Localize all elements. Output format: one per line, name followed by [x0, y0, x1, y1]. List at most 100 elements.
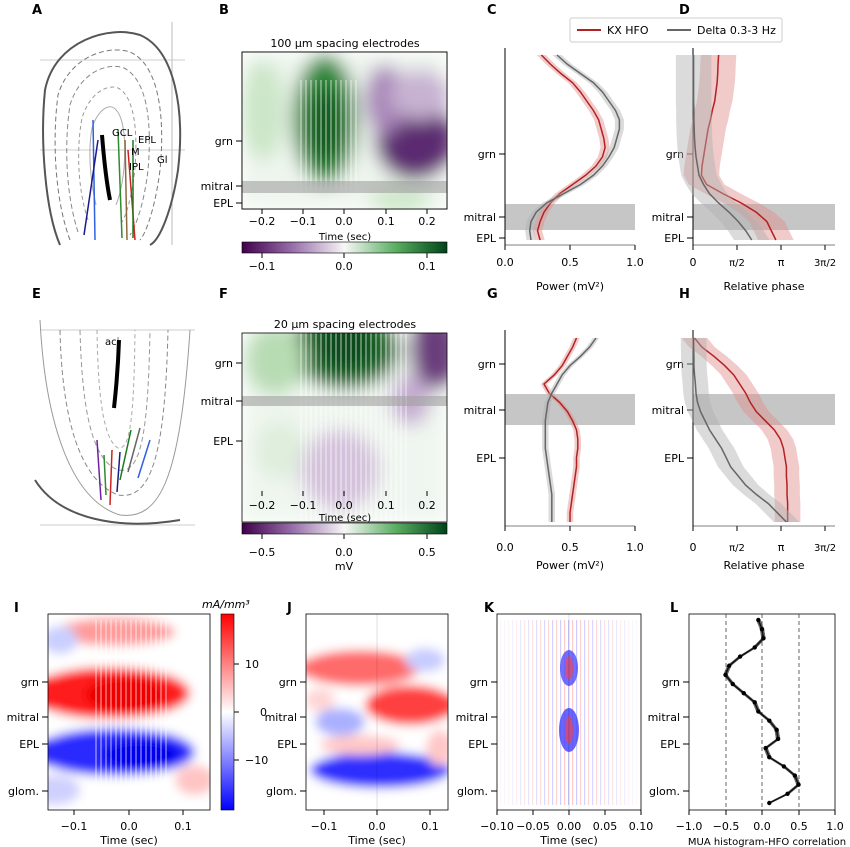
panel-g-layer-mitral: mitral	[464, 404, 496, 417]
panel-d-layer-mitral: mitral	[652, 211, 684, 224]
panel-g-layer-epl: EPL	[476, 452, 497, 465]
panel-i-colorbar	[220, 613, 235, 811]
panel-l-point	[730, 681, 735, 687]
panel-k-layer-mitral: mitral	[456, 711, 488, 724]
panel-k-stripe	[500, 620, 502, 805]
panel-g-xtick: 0.5	[561, 541, 579, 554]
panel-letter-g: G	[487, 287, 498, 302]
panel-letter-h: H	[679, 287, 690, 302]
panel-g-plot: grn mitral EPL 0.0 0.5 1.0 Power (mV²)	[464, 330, 644, 572]
panel-h-xlabel: Relative phase	[723, 559, 804, 572]
panel-f-title: 20 μm spacing electrodes	[274, 318, 416, 331]
panel-i-cbar-tick: 0	[260, 706, 267, 719]
panel-d-band-0	[683, 55, 794, 240]
panel-b-xtick: 0.1	[377, 215, 395, 228]
panel-b-xtick: −0.1	[290, 215, 317, 228]
histo-label-gl: Gl	[157, 155, 168, 166]
panel-l-layer-glom: glom.	[649, 785, 680, 798]
panel-f-xticks: −0.2 −0.1 0.0 0.1 0.2	[249, 491, 436, 512]
heatmap-i: grn mitral EPL glom. −0.1 0.0 0.1 Time (…	[7, 598, 269, 847]
panel-l-point	[767, 718, 772, 723]
panel-j-layer-grn: grn	[279, 676, 297, 689]
panel-k-stripe	[532, 620, 534, 805]
panel-f-xtick: 0.0	[335, 499, 353, 512]
panel-f-xlabel: Time (sec)	[318, 513, 371, 524]
panel-d-xtick: π/2	[729, 258, 745, 269]
panel-f-layer-mitral: mitral	[201, 395, 233, 408]
panel-b-xtick: 0.0	[335, 215, 353, 228]
panel-d-series-line-1	[692, 55, 753, 241]
panel-f-cbar-tick: 0.5	[418, 546, 436, 559]
panel-i-xtick: −0.1	[61, 820, 88, 833]
panel-letter-e: E	[32, 287, 41, 302]
heatmap-j: grn mitral EPL glom. −0.1 0.0 0.1 Time (…	[265, 613, 449, 847]
panel-f-xtick: 0.1	[377, 499, 395, 512]
panel-c-series-line-1	[528, 54, 621, 241]
panel-b-cbar-tick: −0.1	[249, 260, 276, 273]
panel-k-stripe	[548, 620, 550, 805]
panel-k-layer-glom: glom.	[457, 785, 488, 798]
panel-l-layer-mitral: mitral	[648, 711, 680, 724]
histo-label-ipl: IPL	[129, 162, 144, 173]
panel-letter-l: L	[670, 601, 678, 616]
panel-j-layer-mitral: mitral	[265, 711, 297, 724]
heatmap-b: 100 μm spacing electrodes grn mitral EPL	[201, 37, 448, 273]
panel-h-xtick: π/2	[729, 543, 745, 554]
panel-k-stripe	[544, 620, 546, 805]
panel-k-stripe	[528, 620, 530, 805]
panel-l-point	[737, 654, 743, 659]
histology-a: GCL M IPL EPL Gl	[40, 22, 185, 246]
panel-k-stripe	[616, 620, 618, 805]
panel-l-point	[792, 773, 798, 778]
panel-l-xtick: −1.0	[676, 820, 703, 833]
panel-d-plot: grn mitral EPL 0 π/2 π 3π/2 Relative pha…	[652, 48, 836, 293]
panel-k-stripe	[636, 620, 638, 805]
panel-b-xticks: −0.2 −0.1 0.0 0.1 0.2	[249, 209, 436, 228]
panel-h-xtick: 0	[690, 541, 697, 554]
panel-k-stripe	[604, 620, 606, 805]
panel-l-point	[774, 727, 779, 732]
panel-j-layer-epl: EPL	[277, 738, 298, 751]
panel-k-stripe	[596, 620, 598, 805]
panel-f-cbar-tick: −0.5	[249, 546, 276, 559]
panel-k-stripe	[552, 620, 554, 805]
panel-g-xtick: 0.0	[496, 541, 514, 554]
panel-c-xtick: 1.0	[626, 256, 644, 269]
panel-l-xtick: 0.5	[790, 820, 808, 833]
panel-k-layer-grn: grn	[470, 676, 488, 689]
panel-k-stripe	[588, 620, 590, 805]
panel-l-point	[752, 700, 757, 705]
panel-k-xlabel: Time (sec)	[539, 834, 598, 847]
panel-f-xtick: −0.1	[290, 499, 317, 512]
panel-k-stripe	[608, 620, 610, 805]
legend-label-kx: KX HFO	[607, 24, 649, 37]
panel-d-xtick: π	[778, 256, 785, 269]
panel-h-xtick: π	[778, 541, 785, 554]
panel-k-stripe	[504, 620, 506, 805]
panel-k-stripe	[512, 620, 514, 805]
panel-k-stripe	[508, 620, 510, 805]
panel-k-stripe	[620, 620, 622, 805]
panel-letter-i: I	[14, 601, 19, 616]
legend-label-delta: Delta 0.3-3 Hz	[697, 24, 776, 37]
panel-h-band-1	[680, 338, 800, 522]
panel-l-point	[785, 791, 790, 797]
panel-c-xtick: 0.0	[496, 256, 514, 269]
panel-h-series-line-1	[692, 338, 787, 523]
panel-k-xtick: 0.05	[593, 820, 618, 833]
panel-l-point	[726, 663, 732, 668]
panel-j-xlabel: Time (sec)	[347, 834, 406, 847]
panel-k-stripe	[584, 620, 586, 805]
panel-l-layer-epl: EPL	[660, 738, 681, 751]
panel-g-xlabel: Power (mV²)	[536, 559, 604, 572]
panel-l-xlabel: MUA histogram-HFO correlation	[688, 837, 846, 847]
heatmap-f: 20 μm spacing electrodes grn mitral EPL	[201, 318, 448, 573]
panel-c-band-0	[532, 55, 610, 240]
panel-k-stripe	[576, 620, 578, 805]
panel-k-stripe	[600, 620, 602, 805]
panel-g-series-line-1	[544, 337, 597, 522]
panel-letter-j: J	[286, 601, 292, 616]
panel-b-cbar-tick: 0.0	[335, 260, 353, 273]
panel-i-cbar-tick: −10	[245, 754, 268, 767]
